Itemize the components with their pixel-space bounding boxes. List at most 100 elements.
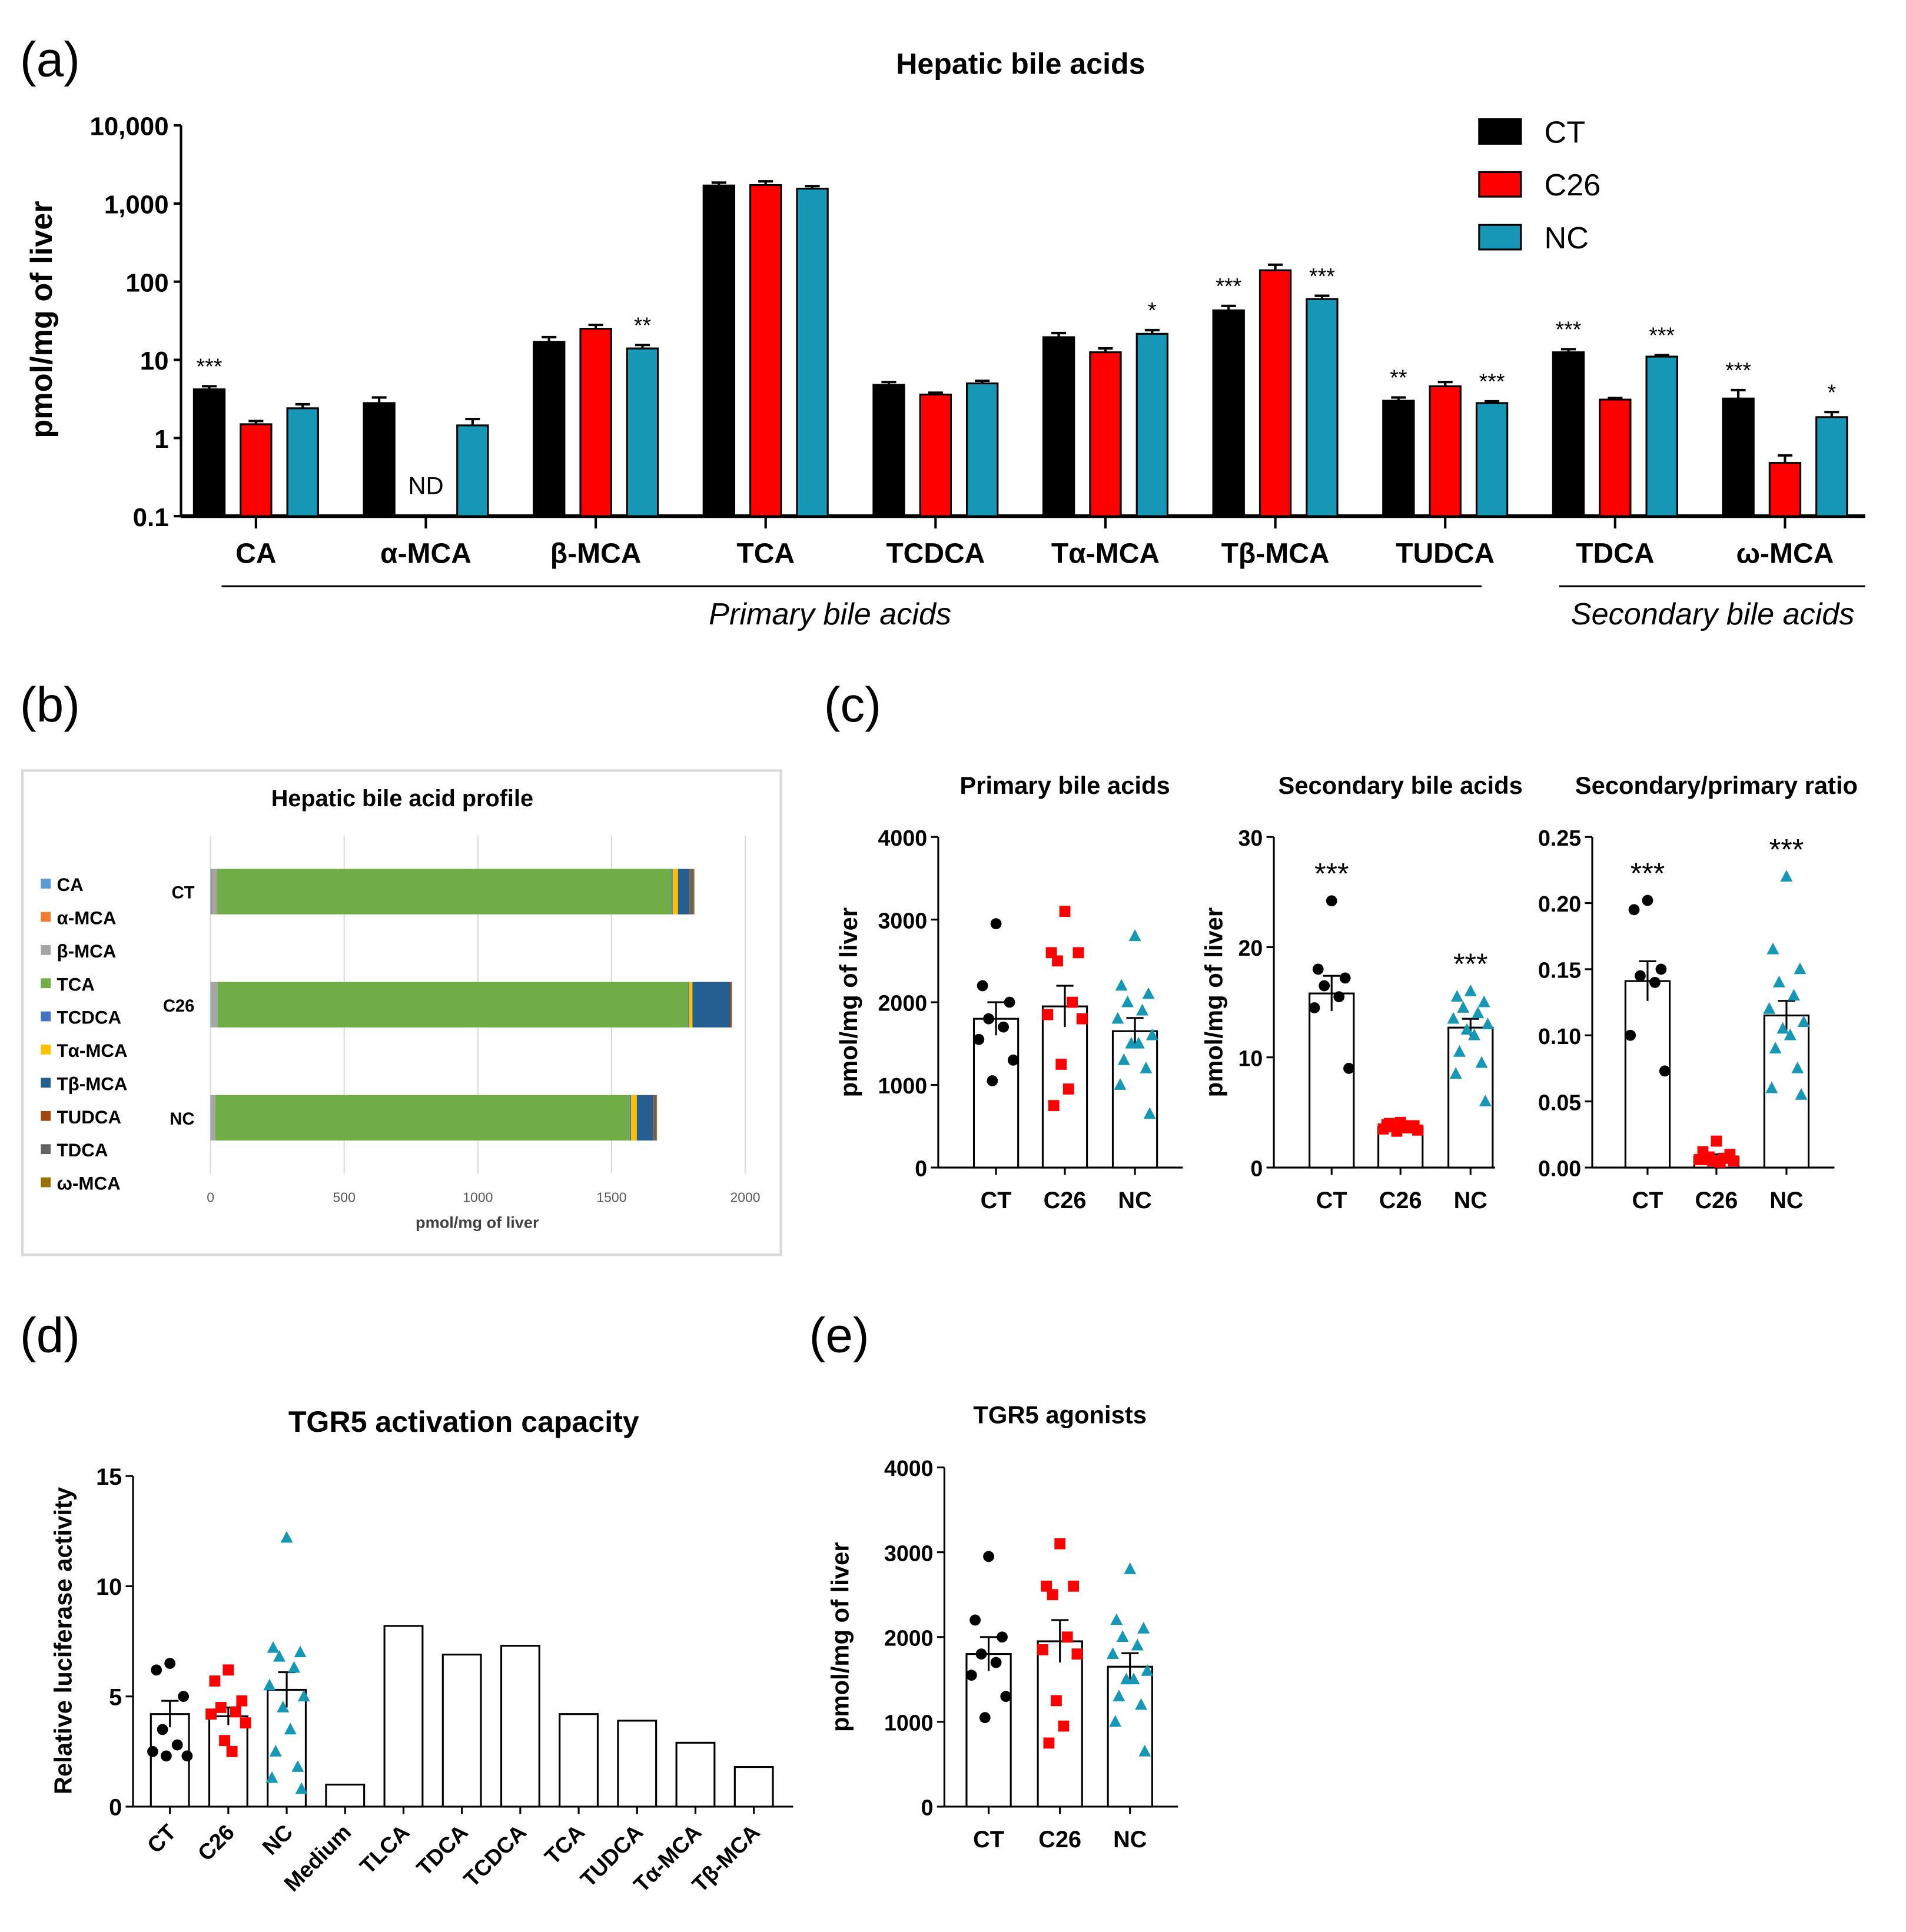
data-point-NC <box>263 1678 276 1691</box>
data-point-NC <box>1142 987 1155 999</box>
data-point-C26 <box>1071 1648 1083 1660</box>
y-tick-label: 0.20 <box>1538 892 1581 916</box>
data-point-NC <box>1477 995 1490 1007</box>
data-point-C26 <box>1399 1120 1410 1132</box>
data-point-NC <box>1464 984 1477 996</box>
data-point-CT <box>1000 1691 1012 1702</box>
y-tick-label: 1000 <box>878 1073 928 1098</box>
significance-stars: *** <box>1556 317 1582 341</box>
y-tick-label: 0.1 <box>133 503 169 532</box>
legend-swatch <box>41 1011 51 1022</box>
y-tick-label: 0.05 <box>1538 1090 1581 1115</box>
y-tick-label: 10 <box>140 347 169 375</box>
data-point-NC <box>1145 1028 1158 1040</box>
y-tick-label: 1 <box>154 425 168 454</box>
chart-title: Secondary/primary ratio <box>1575 772 1858 799</box>
data-point-CT <box>157 1724 168 1735</box>
data-point-CT <box>990 1657 1002 1668</box>
data-point-C26 <box>1041 1580 1052 1592</box>
bar-NC <box>626 347 659 517</box>
data-point-C26 <box>1062 1083 1074 1095</box>
data-point-NC <box>267 1641 280 1653</box>
y-tick-label: 3000 <box>884 1541 934 1565</box>
data-point-CT <box>1659 1065 1671 1077</box>
data-point-NC <box>295 1782 308 1794</box>
data-point-NC <box>269 1744 282 1757</box>
bar-CT <box>192 388 226 517</box>
y-tick-label: 2000 <box>878 991 928 1016</box>
y-tick-label: 0 <box>109 1795 122 1821</box>
y-tick-label: 5 <box>109 1684 122 1710</box>
stacked-segment-β-MCA <box>212 869 217 915</box>
legend-swatch <box>41 978 51 989</box>
y-axis-label: pmol/mg of liver <box>835 907 862 1097</box>
y-tick-label: 30 <box>1238 826 1263 850</box>
data-point-NC <box>1121 995 1134 1007</box>
significance-stars: *** <box>197 354 223 378</box>
stacked-segment-TCA <box>217 869 672 915</box>
legend-label: β-MCA <box>57 941 117 962</box>
legend-swatch <box>41 879 51 889</box>
data-point-CT <box>1655 963 1667 975</box>
y-tick-label: 15 <box>96 1464 122 1490</box>
data-point-CT <box>1319 980 1330 992</box>
legend-label-C26: C26 <box>1545 168 1601 202</box>
data-point-C26 <box>1061 1631 1073 1643</box>
bar-Medium <box>325 1783 366 1808</box>
data-point-C26 <box>1412 1124 1423 1136</box>
y-tick-label: 4000 <box>884 1456 934 1481</box>
legend-label-CT: CT <box>1545 115 1586 149</box>
stacked-segment-Tα-MCA <box>672 869 678 915</box>
bar-CT <box>363 402 396 517</box>
stacked-segment-ω-MCA <box>656 1095 658 1141</box>
data-point-NC <box>1453 1045 1466 1057</box>
y-axis-label: pmol/mg of liver <box>25 201 59 438</box>
data-point-NC <box>294 1645 307 1658</box>
data-point-CT <box>164 1658 176 1669</box>
data-point-NC <box>1141 1664 1154 1676</box>
legend-swatch <box>41 1110 51 1121</box>
x-tick-label: ω-MCA <box>1736 538 1834 569</box>
data-point-NC <box>1468 1028 1480 1040</box>
stacked-segment-ω-MCA <box>693 869 695 915</box>
x-tick-label: TCDCA <box>459 1820 531 1892</box>
data-point-CT <box>987 1075 998 1086</box>
panel-label-d: (d) <box>20 1307 80 1362</box>
panel-label-b: (b) <box>20 677 80 732</box>
bar-C26 <box>749 184 782 517</box>
data-point-C26 <box>240 1717 251 1729</box>
data-point-C26 <box>205 1708 217 1720</box>
chart-title: Primary bile acids <box>959 772 1170 799</box>
data-point-C26 <box>1058 1720 1070 1732</box>
x-tick-label: C26 <box>1044 1188 1087 1213</box>
bar-NC <box>1475 402 1509 517</box>
bar-TDCA <box>441 1653 482 1808</box>
data-point-CT <box>147 1745 158 1757</box>
stacked-segment-TUDCA <box>689 869 690 915</box>
legend-swatch <box>41 1177 51 1188</box>
data-point-NC <box>1795 1088 1808 1100</box>
legend-swatch-C26 <box>1478 171 1522 198</box>
x-tick-label: CT <box>981 1188 1012 1213</box>
significance-stars: *** <box>1769 833 1804 866</box>
stacked-segment-Tα-MCA <box>689 982 693 1027</box>
data-point-CT <box>178 1691 190 1702</box>
data-point-NC <box>1136 1003 1149 1016</box>
y-tick-label: 10 <box>1238 1046 1263 1070</box>
legend-swatch <box>41 1144 51 1155</box>
data-point-C26 <box>1699 1154 1711 1165</box>
stacked-segment-TUDCA <box>729 982 732 1027</box>
data-point-NC <box>1107 1647 1119 1659</box>
x-tick-label: TCA <box>736 538 795 569</box>
legend-swatch <box>41 945 51 955</box>
data-point-NC <box>1457 1000 1470 1013</box>
data-point-NC <box>1777 1022 1789 1034</box>
data-point-CT <box>979 1712 991 1724</box>
bar-NC <box>796 187 829 517</box>
x-tick-label: NC <box>1769 1188 1803 1213</box>
stacked-segment-TCA <box>217 982 689 1027</box>
data-point-NC <box>1766 942 1779 955</box>
stacked-segment-TDCA <box>690 869 694 915</box>
data-point-C26 <box>1055 1059 1067 1070</box>
data-point-C26 <box>1048 1100 1060 1112</box>
